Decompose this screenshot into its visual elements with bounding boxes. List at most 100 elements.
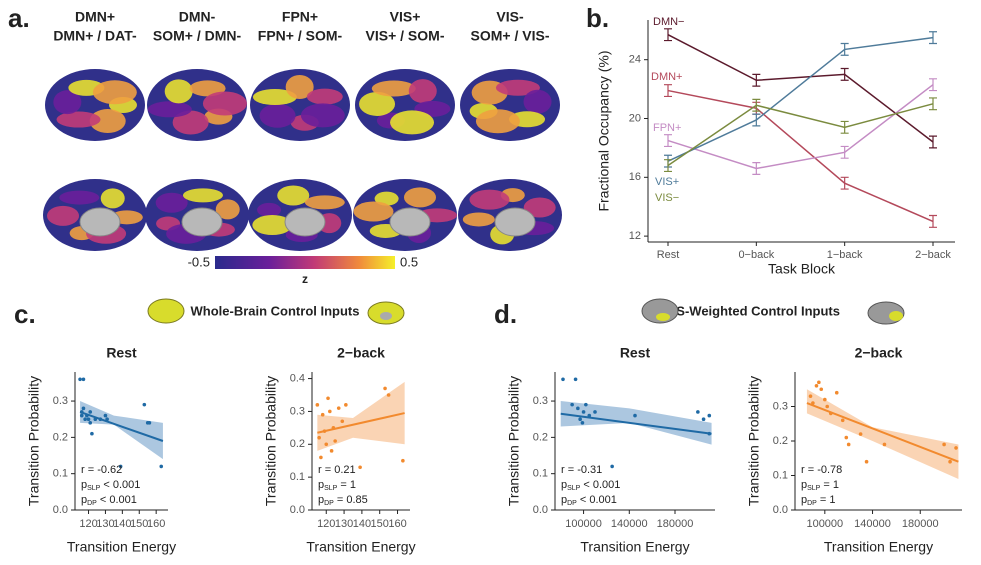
colorbar-tick-label: -0.5 (188, 254, 210, 269)
point (90, 431, 94, 436)
brain-core (494, 207, 536, 237)
y-tick-label: 0.1 (53, 468, 68, 480)
map-subtitle: SOM+ / VIS- (471, 28, 550, 44)
panel-label: d. (494, 299, 517, 329)
brain-patch (92, 80, 137, 105)
error-bar (752, 113, 761, 127)
point (315, 403, 320, 407)
point (328, 409, 332, 414)
point (340, 419, 345, 424)
map-title: DMN+ (75, 9, 115, 25)
point (561, 377, 565, 382)
point (580, 421, 585, 425)
brain-patch (89, 109, 126, 134)
y-tick-label: 0.2 (290, 438, 305, 450)
annotation-text: p (801, 494, 807, 506)
point (81, 406, 86, 411)
brain-icon (147, 298, 905, 325)
point (633, 413, 637, 418)
map-title: VIS+ (390, 9, 421, 25)
series-line (667, 103, 934, 167)
error-bar (929, 97, 937, 111)
point (358, 465, 362, 470)
y-axis-label: Transition Probability (506, 376, 522, 506)
point (707, 413, 712, 418)
brain-map (353, 69, 457, 251)
annotation-text: < 0.001 (583, 479, 620, 491)
brain-patch (462, 212, 495, 227)
brain-patch (495, 79, 540, 96)
brain-patch (403, 187, 436, 208)
brain-patch (155, 192, 188, 213)
brain-patch (523, 197, 556, 218)
point (696, 410, 700, 414)
brain-core (181, 207, 223, 237)
x-tick-label: 130 (335, 518, 353, 530)
y-tick-label: 0.1 (290, 471, 305, 483)
brain-patch (189, 80, 226, 97)
x-tick-label: 150 (130, 518, 148, 530)
brain-map (145, 69, 249, 251)
brain-patch (182, 188, 223, 203)
annotation-text: p (318, 479, 324, 491)
y-tick-label: 0.1 (533, 468, 548, 480)
brain-patch (475, 109, 520, 134)
y-tick-label: 0.2 (53, 431, 68, 443)
confidence-band (80, 401, 163, 460)
annotation-subscript: DP (807, 500, 817, 507)
point (584, 402, 588, 407)
x-tick-label: 1−back (827, 249, 863, 261)
x-tick-label: 140 (113, 518, 131, 530)
point (825, 404, 830, 409)
y-tick-label: 0.3 (533, 395, 548, 407)
point (610, 464, 614, 469)
brain-map (248, 69, 352, 251)
y-tick-label: 0.4 (290, 372, 305, 384)
point (320, 412, 325, 417)
colorbar (215, 256, 395, 269)
x-axis-label: Transition Energy (824, 539, 933, 555)
error-bar (752, 73, 761, 87)
point (159, 464, 164, 469)
chart-title: 2−back (337, 345, 385, 361)
confidence-band (317, 381, 405, 451)
point (383, 386, 387, 391)
brain-patch (300, 103, 345, 128)
annotation-text: < 0.001 (100, 494, 137, 506)
annotation-text: = 0.85 (337, 494, 368, 506)
point (840, 418, 845, 423)
y-axis-label: Transition Probability (26, 376, 42, 506)
map-title: DMN- (179, 9, 216, 25)
error-bar (840, 42, 849, 56)
y-tick-label: 20 (629, 112, 641, 124)
point (864, 459, 869, 464)
chart-title: Rest (106, 345, 137, 361)
colorbar-label: z (302, 272, 308, 286)
y-tick-label: 0.0 (533, 504, 548, 516)
series-line (667, 36, 934, 162)
brain-core (284, 207, 326, 237)
point (333, 439, 337, 443)
point (79, 413, 84, 418)
brain-patch (56, 111, 101, 128)
annotation-text: = 1 (340, 479, 356, 491)
x-tick-label: 120 (317, 518, 335, 530)
point (814, 384, 819, 388)
series-label: VIS+ (655, 176, 679, 188)
point (326, 396, 330, 401)
point (319, 455, 323, 460)
point (88, 410, 93, 414)
brain-patch (47, 205, 80, 226)
annotation: pDP = 1 (801, 494, 835, 507)
point (593, 410, 597, 414)
annotation-subscript: SLP (87, 485, 101, 492)
error-bar (664, 84, 672, 98)
map-title: VIS- (496, 9, 524, 25)
error-bar (929, 78, 937, 92)
confidence-band (806, 389, 959, 479)
annotation-subscript: DP (324, 500, 334, 507)
error-bar (840, 120, 849, 134)
annotation: r = -0.78 (801, 464, 842, 476)
point (948, 459, 952, 464)
